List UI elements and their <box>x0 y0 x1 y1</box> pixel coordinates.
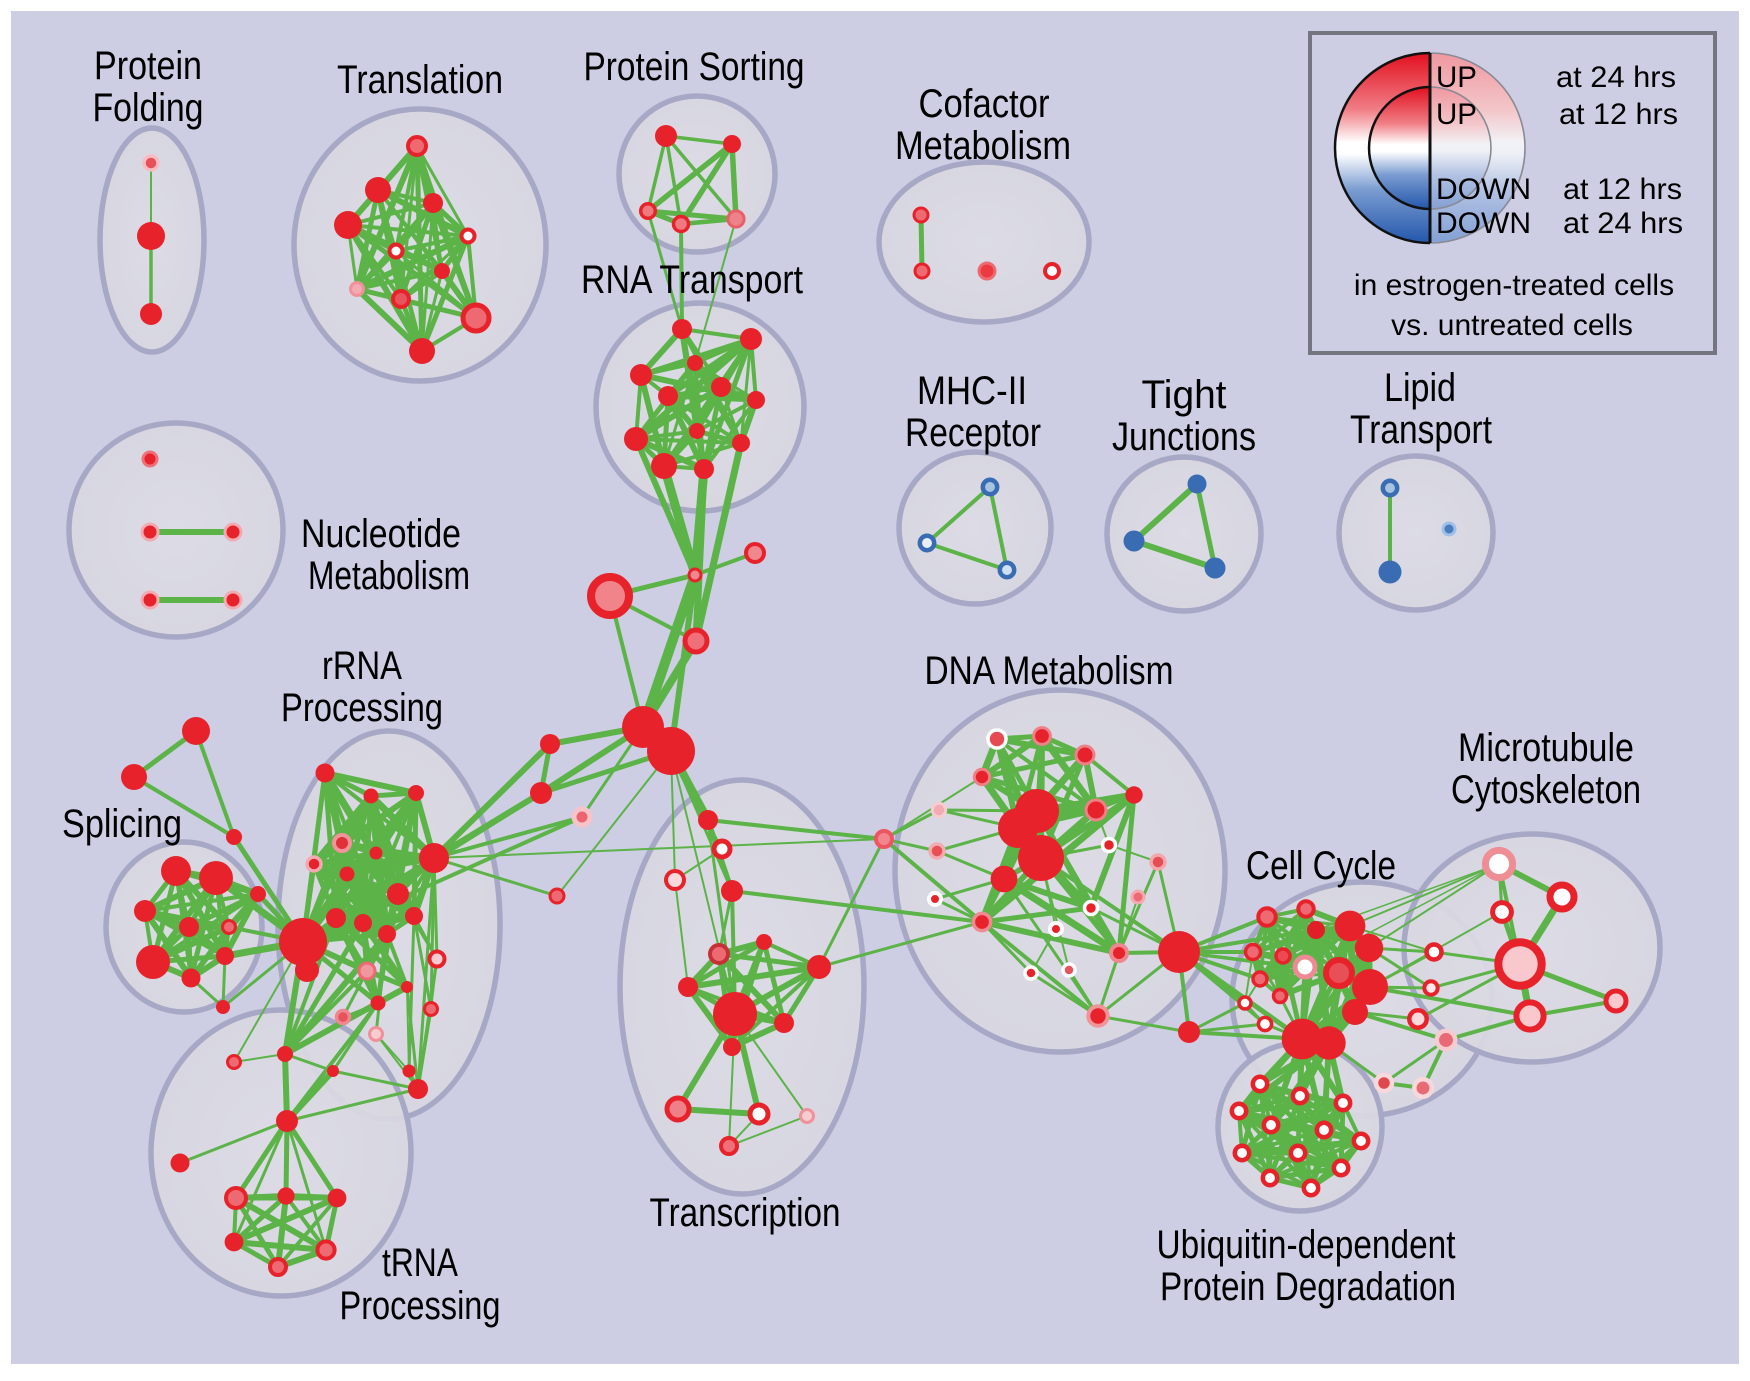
svg-text:Folding: Folding <box>93 86 204 130</box>
svg-text:Protein: Protein <box>94 44 202 88</box>
svg-text:vs. untreated cells: vs. untreated cells <box>1391 309 1633 342</box>
svg-text:Microtubule: Microtubule <box>1458 726 1634 770</box>
svg-text:Tight: Tight <box>1142 373 1227 417</box>
svg-text:Receptor: Receptor <box>905 411 1041 455</box>
svg-text:DOWN: DOWN <box>1436 207 1531 240</box>
svg-text:rRNA: rRNA <box>322 644 402 688</box>
svg-text:at 12 hrs: at 12 hrs <box>1559 98 1678 131</box>
svg-text:Ubiquitin-dependent: Ubiquitin-dependent <box>1157 1223 1456 1267</box>
svg-text:Cofactor: Cofactor <box>919 82 1050 126</box>
svg-text:Cytoskeleton: Cytoskeleton <box>1451 768 1641 812</box>
svg-text:at 24 hrs: at 24 hrs <box>1556 61 1676 94</box>
svg-text:UP: UP <box>1436 98 1477 131</box>
svg-text:Cell Cycle: Cell Cycle <box>1246 844 1396 888</box>
svg-text:DNA Metabolism: DNA Metabolism <box>925 649 1174 693</box>
svg-text:Junctions: Junctions <box>1112 415 1256 459</box>
svg-text:MHC-II: MHC-II <box>917 369 1027 413</box>
svg-text:tRNA: tRNA <box>382 1241 458 1285</box>
svg-text:Lipid: Lipid <box>1384 366 1456 410</box>
svg-text:Metabolism: Metabolism <box>308 554 470 598</box>
svg-text:at 12 hrs: at 12 hrs <box>1563 173 1682 206</box>
svg-text:Protein Sorting: Protein Sorting <box>584 45 805 89</box>
svg-text:Splicing: Splicing <box>62 802 182 846</box>
svg-text:Metabolism: Metabolism <box>895 124 1071 168</box>
svg-text:Transcription: Transcription <box>650 1191 841 1235</box>
svg-text:DOWN: DOWN <box>1436 173 1531 206</box>
svg-text:at 24 hrs: at 24 hrs <box>1563 207 1683 240</box>
svg-text:Processing: Processing <box>340 1284 501 1328</box>
svg-text:Nucleotide: Nucleotide <box>301 512 461 556</box>
svg-text:UP: UP <box>1436 61 1477 94</box>
svg-text:RNA Transport: RNA Transport <box>581 258 803 302</box>
svg-text:Processing: Processing <box>281 686 443 730</box>
svg-text:in estrogen-treated cells: in estrogen-treated cells <box>1354 269 1674 302</box>
svg-text:Translation: Translation <box>337 58 503 102</box>
svg-text:Transport: Transport <box>1350 408 1492 452</box>
svg-text:Protein Degradation: Protein Degradation <box>1160 1265 1456 1309</box>
